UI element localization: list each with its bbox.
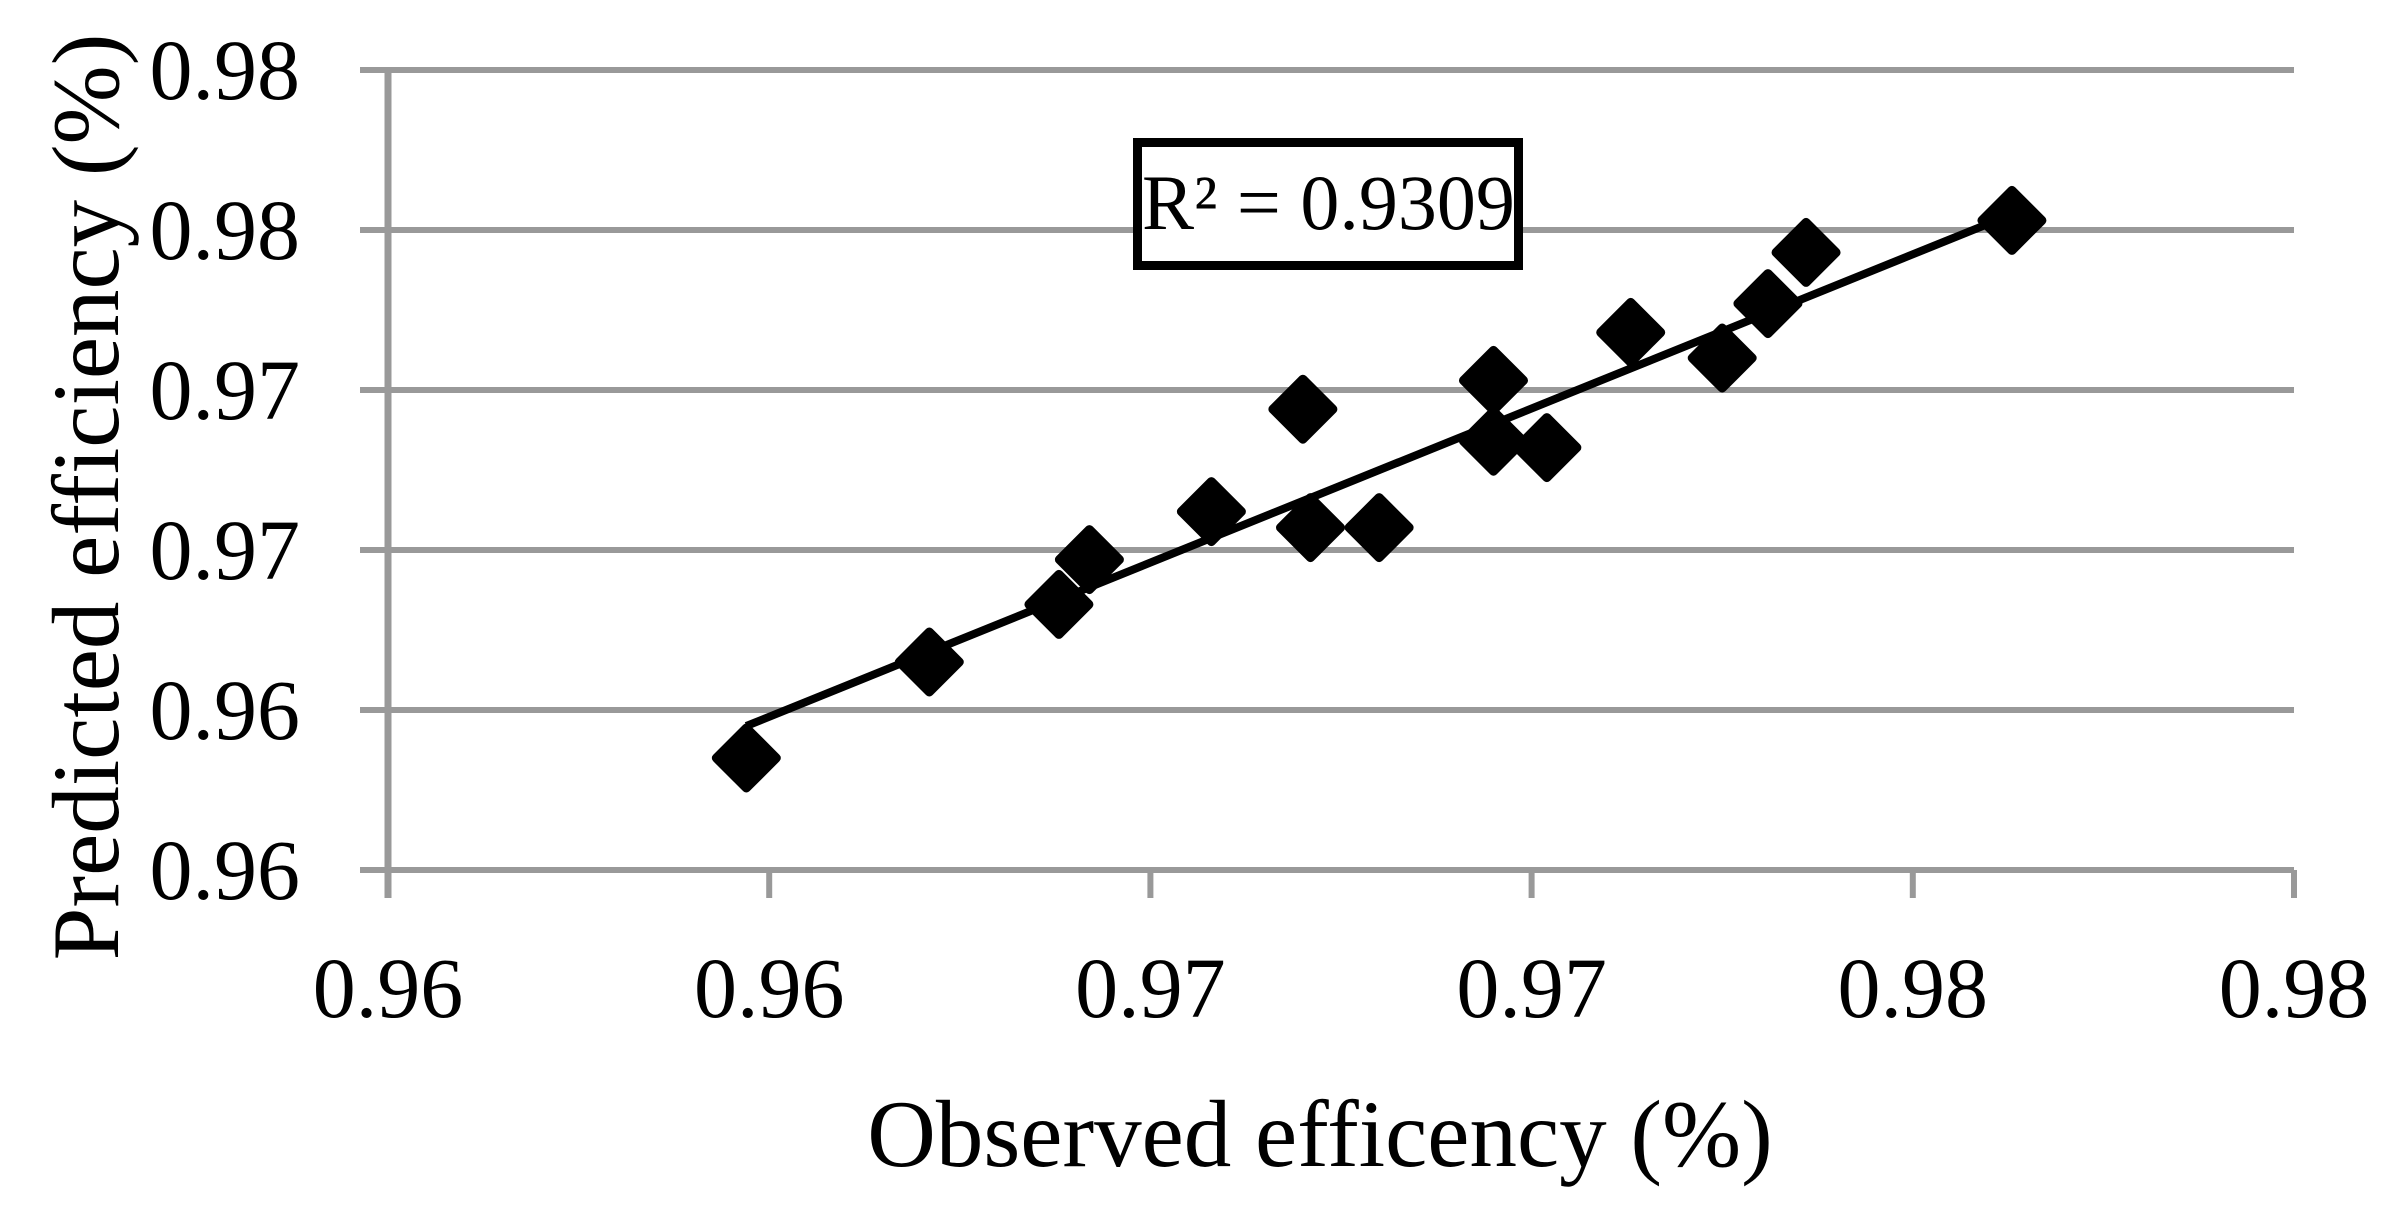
data-point-marker — [1276, 493, 1345, 563]
x-tick-label: 0.96 — [693, 940, 845, 1036]
y-tick-label: 0.96 — [149, 662, 301, 758]
y-tick-label: 0.96 — [149, 822, 301, 918]
data-point-marker — [1024, 569, 1094, 639]
data-point-marker — [1733, 269, 1803, 339]
data-point-marker — [1771, 217, 1841, 287]
data-point-marker — [1977, 185, 2047, 255]
y-tick-label: 0.98 — [149, 182, 301, 278]
x-axis-title: Observed efficency (%) — [867, 1081, 1773, 1187]
data-point-marker — [1176, 477, 1246, 547]
y-tick-label: 0.98 — [149, 22, 301, 118]
data-point-marker — [1344, 493, 1414, 563]
x-tick-label: 0.97 — [1075, 940, 1226, 1036]
x-tick-label: 0.97 — [1456, 940, 1607, 1036]
data-point-marker — [1268, 374, 1338, 444]
data-point-marker — [1596, 297, 1666, 367]
data-point-marker — [1054, 525, 1124, 595]
data-point-marker — [894, 627, 964, 697]
x-tick-label: 0.98 — [1837, 940, 1989, 1036]
data-point-marker — [711, 723, 781, 793]
x-tick-label: 0.96 — [312, 940, 464, 1036]
data-point-marker — [1687, 323, 1757, 393]
x-tick-label: 0.98 — [2218, 940, 2370, 1036]
y-tick-label: 0.97 — [149, 502, 301, 598]
data-point-marker — [1458, 406, 1528, 476]
data-point-marker — [1458, 345, 1528, 415]
y-tick-label: 0.97 — [149, 342, 301, 438]
r-squared-annotation: R² = 0.9309 — [1133, 138, 1523, 270]
data-point-marker — [1512, 413, 1582, 483]
